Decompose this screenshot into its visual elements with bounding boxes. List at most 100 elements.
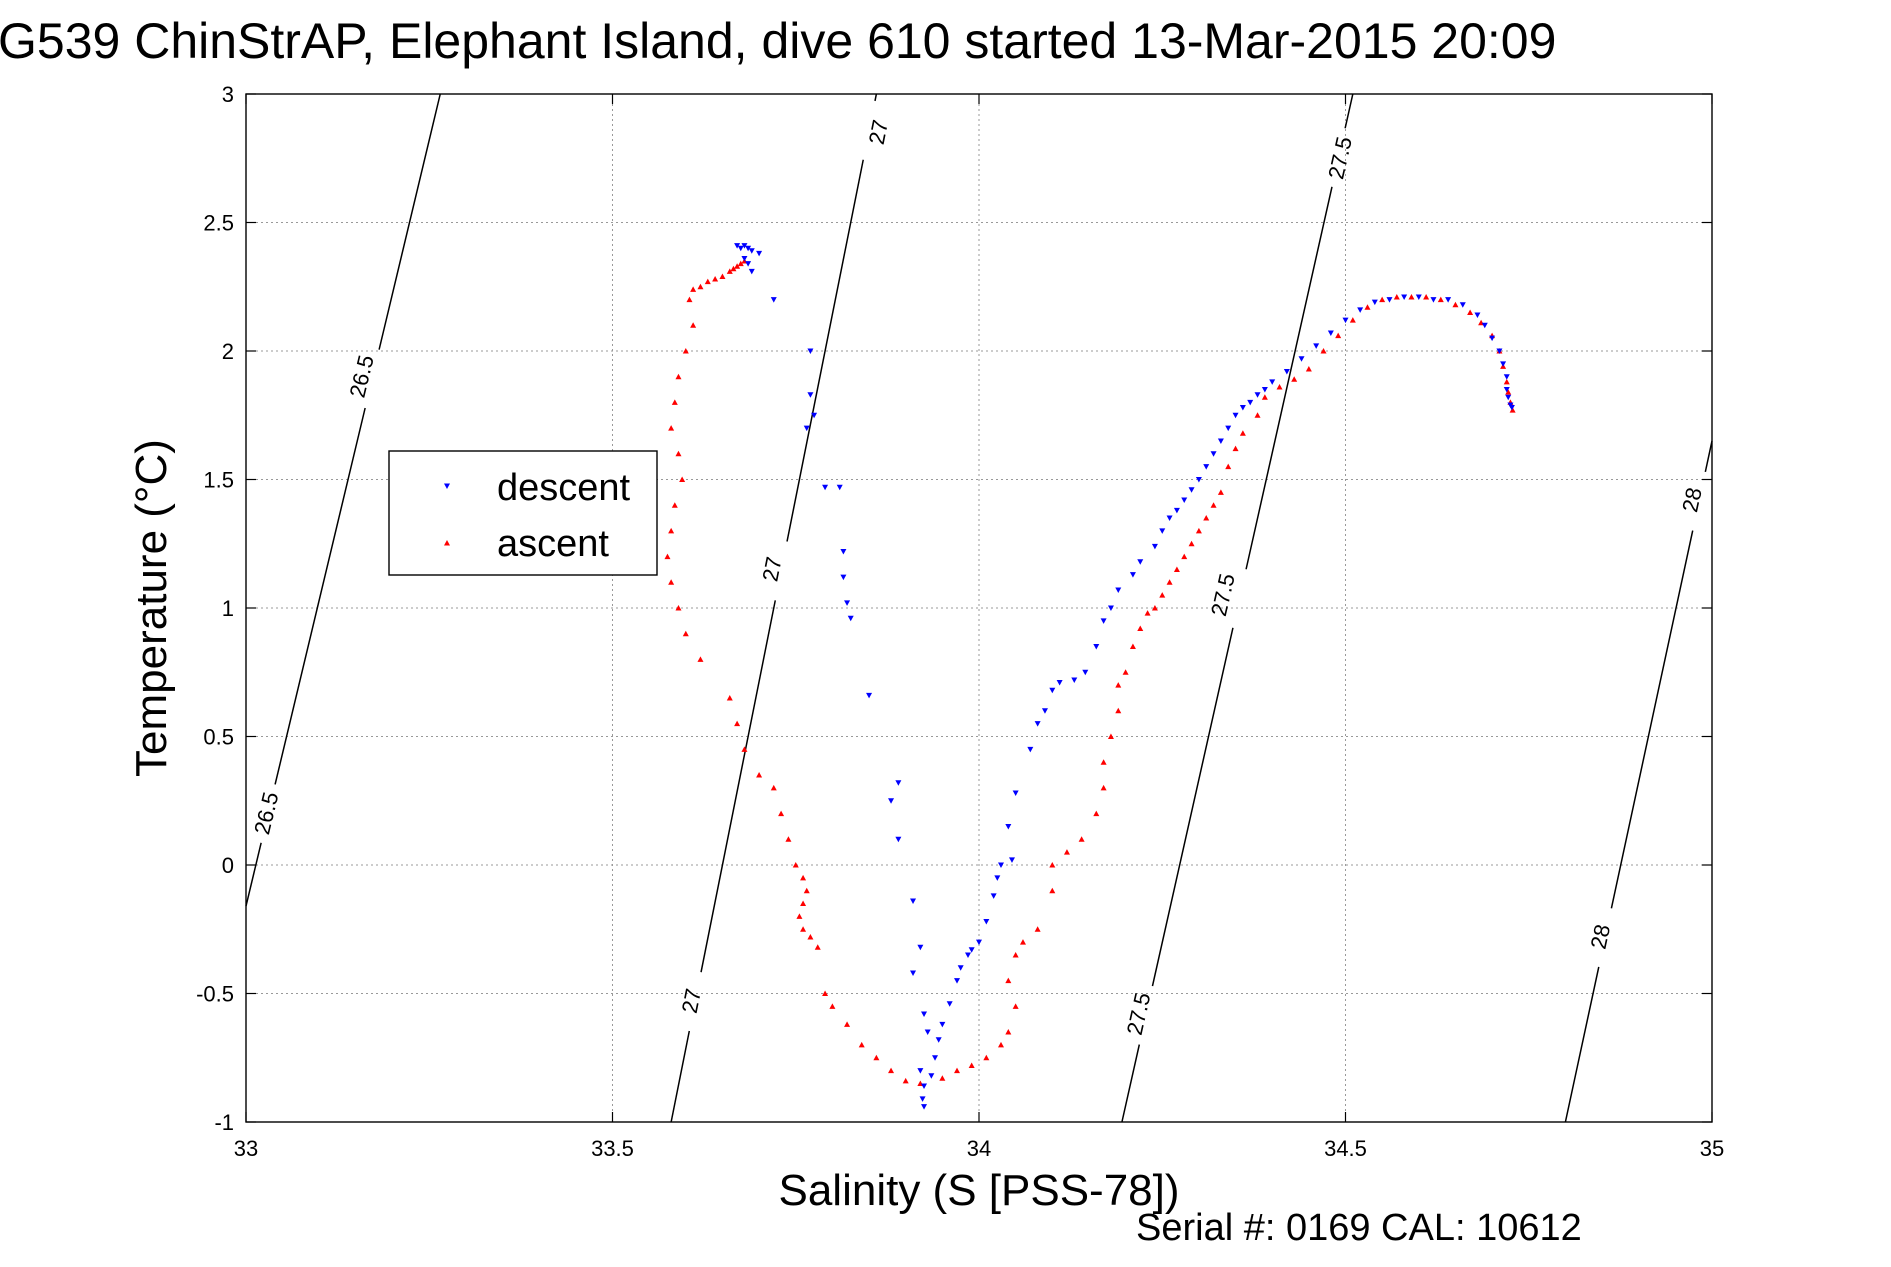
isopycnal-line [1564,966,1600,1123]
descent-point [1005,823,1012,830]
ascent-point [675,605,682,611]
ascent-point [800,900,807,907]
descent-point [1430,297,1437,303]
ascent-point [902,1077,909,1084]
isopycnal-label: 27 [864,118,893,147]
descent-point [1474,312,1481,319]
ascent-point [1151,605,1158,611]
ascent-point [785,836,792,842]
ascent-point [1467,309,1474,315]
ascent-point [1452,301,1459,308]
ascent-point [829,1003,836,1009]
ascent-point [1049,887,1056,894]
descent-point [1459,302,1466,308]
ascent-point [1107,733,1114,739]
ascent-point [1129,643,1136,650]
y-tick-label: 3 [222,82,234,107]
ascent-point [873,1054,880,1061]
ascent-point [1173,566,1180,572]
legend-descent-marker [444,483,450,489]
ascent-point [734,263,741,269]
ascent-point [1503,378,1510,385]
descent-point [847,615,854,622]
ascent-point [968,1062,975,1068]
descent-point [928,1073,935,1079]
ascent-point [1005,1029,1012,1035]
descent-point [1173,507,1180,514]
descent-point [946,1001,953,1007]
ascent-point [1122,669,1129,675]
y-tick-label: 1.5 [203,468,234,493]
chart-title: G539 ChinStrAP, Elephant Island, dive 61… [0,13,1556,69]
isopycnal-label: 27 [677,986,706,1015]
ascent-point [756,772,763,778]
ascent-point [679,476,686,482]
ascent-point [814,944,821,950]
descent-point [1505,394,1512,401]
descent-point [807,392,814,398]
descent-point [990,893,997,899]
descent-point [811,412,818,419]
descent-point [1283,369,1290,375]
descent-point [1093,644,1100,650]
descent-point [1481,322,1488,329]
descent-point [1027,746,1034,753]
ascent-point [697,283,704,290]
ascent-point [807,933,814,940]
isopycnal-label: 27 [757,555,786,584]
ascent-point [686,296,693,303]
x-tick-label: 34.5 [1324,1136,1367,1161]
descent-point [1159,528,1166,534]
isopycnal-line [1704,440,1713,473]
isopycnal-label: 28 [1677,485,1707,514]
descent-point [1261,387,1268,393]
ascent-point [1505,389,1512,395]
descent-point [741,243,748,249]
descent-point [1008,857,1015,863]
ascent-point [1349,317,1356,323]
ascent-point [1078,836,1085,842]
ascent-point [675,450,682,457]
descent-point [1137,559,1144,565]
descent-point [895,780,902,786]
descent-point [1203,464,1210,470]
descent-point [840,548,847,555]
descent-point [866,692,873,699]
ascent-point [668,527,675,534]
descent-point [1041,708,1048,714]
ascent-point [1188,540,1195,547]
x-tick-label: 35 [1700,1136,1724,1161]
ascent-point [1276,383,1283,390]
descent-point [997,862,1004,868]
descent-point [921,1083,928,1090]
ascent-point [1093,810,1100,817]
ascent-point [1232,445,1239,452]
descent-point [976,939,982,946]
ascent-point [682,630,689,637]
isopycnal-line [1344,93,1354,129]
legend-descent-glyph [444,483,450,489]
ascent-point [1049,862,1056,868]
ascent-point [1100,784,1107,791]
descent-point [1313,343,1320,349]
descent-point [737,245,744,252]
ascent-point [822,990,829,996]
isopycnal-line [1121,1044,1141,1123]
descent-point [1071,677,1078,683]
ascent-point [1203,515,1210,521]
descent-point [935,1037,942,1043]
ascent-point [690,322,697,328]
descent-point [924,1029,931,1036]
descent-point [1107,605,1114,611]
descent-point [1357,307,1364,313]
ascent-point [954,1067,961,1074]
ascent-point [682,348,689,354]
isopycnal-line [245,842,262,907]
isopycnal-line [700,600,777,973]
ascent-point [997,1041,1004,1048]
legend-ascent-marker [444,540,450,546]
isopycnal-line [670,1030,691,1123]
descent-point [807,348,814,354]
y-tick-label: 0.5 [203,725,234,750]
